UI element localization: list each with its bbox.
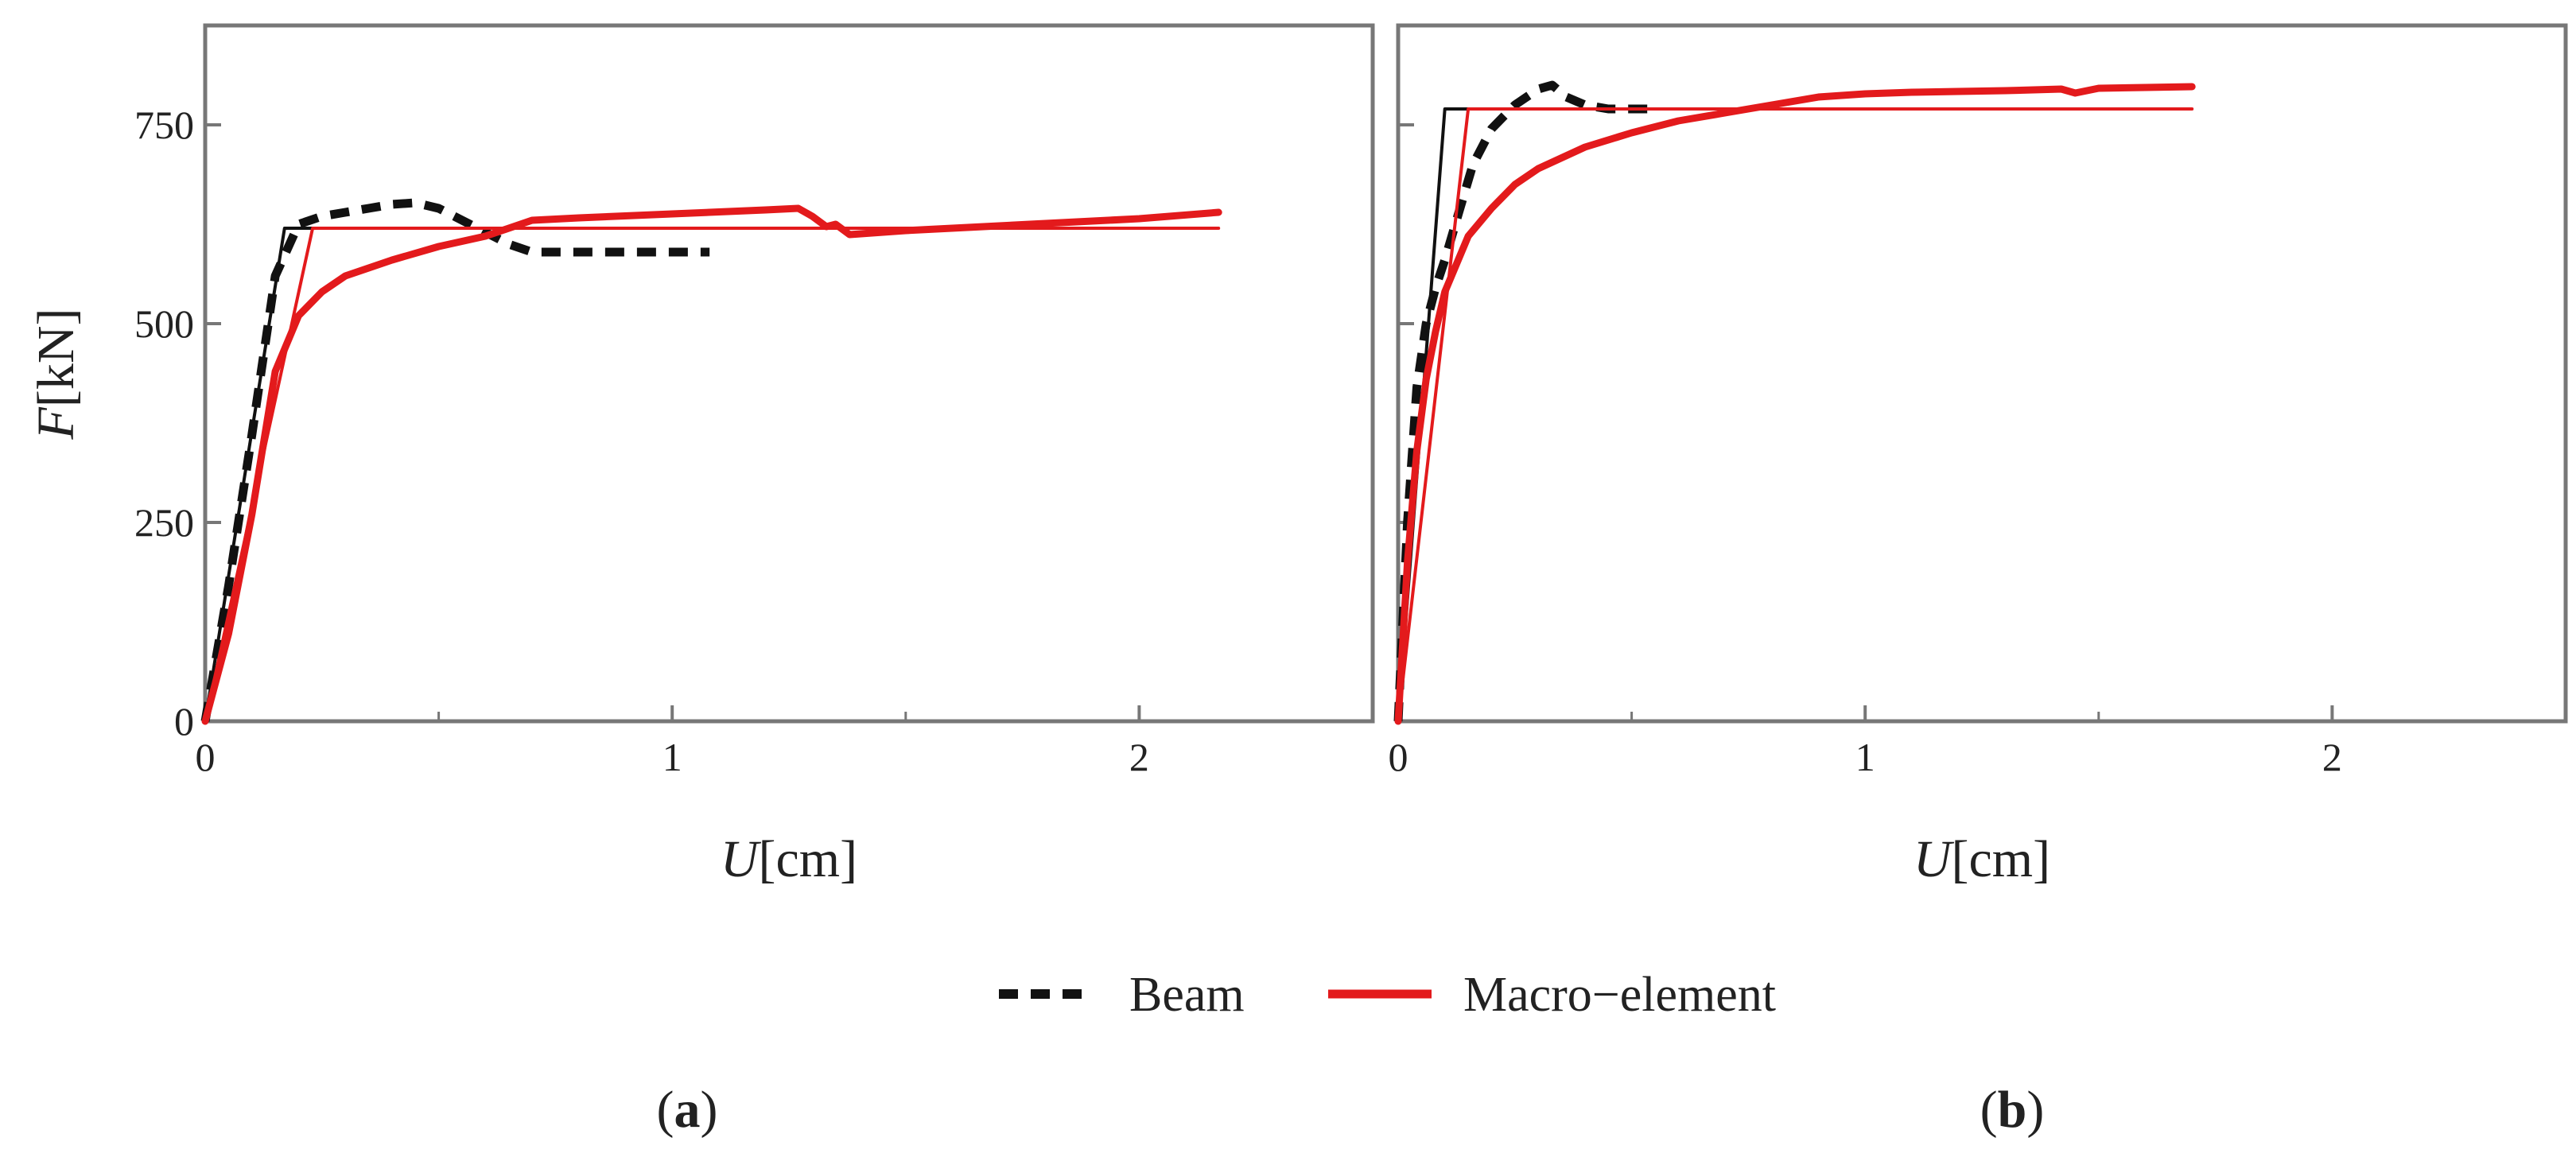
panel-a: 0 1 2 0 250 500 750 F[kN] U[cm] (a) <box>27 23 1375 1139</box>
panel-a-series <box>200 198 1222 725</box>
x-tick-label: 0 <box>196 735 216 779</box>
panel-a-frame <box>203 23 1375 724</box>
series-beam-bilinear-line <box>1397 107 1657 723</box>
y-tick-label: 0 <box>174 699 194 744</box>
panel-a-tick-labels: 0 1 2 0 250 500 750 <box>134 103 1149 779</box>
panel-a-y-axis-label: F[kN] <box>27 309 85 441</box>
panel-a-label: (a) <box>657 1081 718 1139</box>
panel-b: 0 1 2 U[cm] (b) <box>1389 23 2568 1139</box>
series-beam-line <box>200 198 710 722</box>
x-tick-label: 1 <box>662 735 682 779</box>
panel-b-x-axis-label: U[cm] <box>1914 830 2050 888</box>
legend: Beam Macro−element <box>999 968 1776 1022</box>
legend-beam-label: Beam <box>1129 968 1245 1022</box>
y-tick-label: 250 <box>134 500 194 545</box>
panel-b-frame <box>1396 23 2568 724</box>
panel-b-tick-labels: 0 1 2 <box>1389 735 2342 779</box>
x-tick-label: 2 <box>2322 735 2342 779</box>
panel-a-x-axis-label: U[cm] <box>721 830 857 888</box>
y-tick-label: 750 <box>134 103 194 147</box>
legend-macro-element-label: Macro−element <box>1463 968 1776 1022</box>
x-tick-label: 2 <box>1129 735 1149 779</box>
series-macro-element-line <box>1394 83 2196 725</box>
series-macro-element-bilinear-line <box>204 227 1221 723</box>
series-macro-element-line <box>201 204 1222 725</box>
series-beam-bilinear-line <box>204 227 712 723</box>
x-tick-label: 0 <box>1389 735 1408 779</box>
panel-b-ticks <box>1397 123 2334 723</box>
y-tick-label: 500 <box>134 301 194 346</box>
panel-b-label: (b) <box>1980 1081 2045 1139</box>
series-beam-line <box>1393 80 1655 722</box>
x-tick-label: 1 <box>1855 735 1875 779</box>
panel-b-series <box>1393 80 2196 725</box>
series-macro-element-bilinear-line <box>1397 107 2194 723</box>
